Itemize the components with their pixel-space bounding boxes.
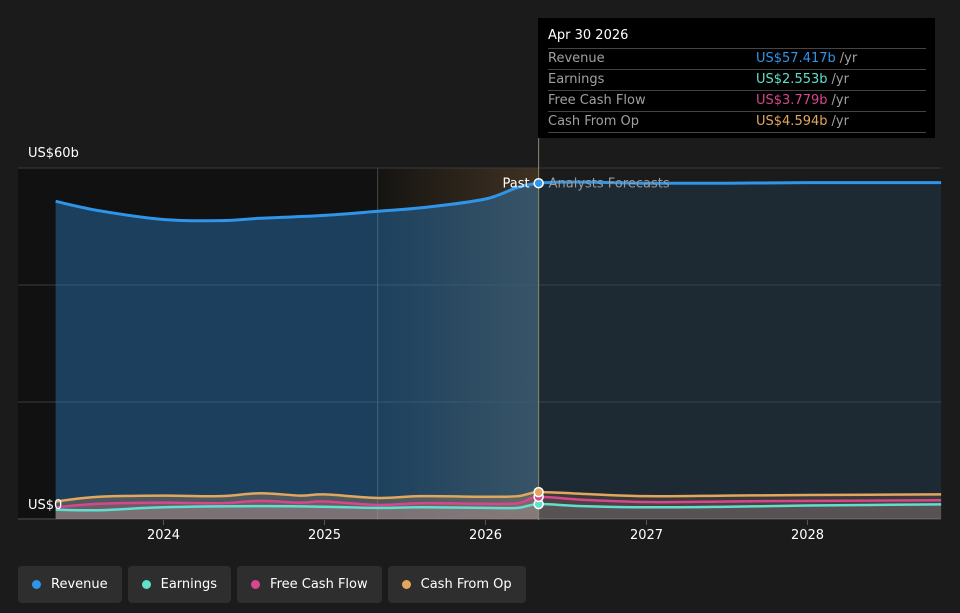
legend-item-revenue[interactable]: Revenue: [18, 566, 122, 603]
tooltip-unit: /yr: [831, 72, 849, 87]
tooltip-value: US$4.594b: [756, 114, 828, 129]
free-cash-flow-dot-icon: [251, 580, 261, 589]
x-tick-label: 2026: [469, 528, 502, 543]
recent-highlight: [377, 168, 539, 520]
x-tick-label: 2025: [308, 528, 341, 543]
tooltip-value: US$3.779b: [756, 93, 828, 108]
x-tick-label: 2028: [791, 528, 824, 543]
free-cash-flow-area-past: [55, 496, 539, 519]
gridlines: [18, 167, 941, 520]
tooltip-label: Cash From Op: [548, 114, 640, 129]
tooltip-label: Revenue: [548, 51, 605, 66]
earnings-dot-icon: [141, 580, 151, 589]
tooltip-label: Free Cash Flow: [548, 93, 646, 108]
legend-item-cash-from-op[interactable]: Cash From Op: [387, 566, 526, 603]
tooltip-value: US$2.553b: [756, 72, 828, 87]
legend: Revenue Earnings Free Cash Flow Cash Fro…: [18, 566, 526, 603]
x-tick-label: 2027: [630, 528, 663, 543]
series-areas: [55, 182, 942, 519]
legend-label: Free Cash Flow: [270, 577, 368, 592]
forecast-label: Analysts Forecasts: [549, 177, 670, 192]
cash-from-op-dot-icon: [401, 580, 411, 589]
legend-label: Cash From Op: [420, 577, 512, 592]
revenue-dot-icon: [32, 580, 41, 589]
legend-label: Earnings: [160, 577, 218, 592]
tooltip-unit: /yr: [831, 93, 849, 108]
legend-label: Revenue: [51, 577, 108, 592]
tooltip-value: US$57.417b: [756, 51, 836, 66]
revenue-line: [55, 180, 942, 223]
divider-markers: [533, 177, 544, 510]
tooltip-unit: /yr: [839, 51, 858, 66]
free-cash-flow-line: [55, 495, 942, 509]
revenue-area-past: [55, 183, 539, 519]
legend-item-free-cash-flow[interactable]: Free Cash Flow: [237, 566, 382, 603]
y-axis-bottom-label: US$0: [28, 498, 63, 513]
tooltip-label: Earnings: [548, 72, 605, 87]
tooltip-row-free-cash-flow: Free Cash Flow US$3.779b /yr: [548, 90, 926, 111]
earnings-line: [55, 502, 942, 512]
x-axis-ticks: 2024 2025 2026 2027 2028: [147, 520, 824, 543]
x-tick-label: 2024: [147, 528, 180, 543]
tooltip-date: Apr 30 2026: [548, 28, 629, 43]
legend-item-earnings[interactable]: Earnings: [127, 566, 232, 603]
cash-from-op-marker: [533, 486, 544, 498]
tooltip-row-earnings: Earnings US$2.553b /yr: [548, 69, 926, 90]
series-lines: [55, 180, 942, 512]
revenue-marker: [533, 177, 544, 189]
tooltip-unit: /yr: [831, 114, 849, 129]
revenue-area-forecast: [538, 182, 942, 519]
tooltip-row-cash-from-op: Cash From Op US$4.594b /yr: [548, 111, 926, 133]
cash-from-op-line: [55, 490, 942, 503]
tooltip: Apr 30 2026 Revenue US$57.417b /yr Earni…: [538, 18, 935, 138]
tooltip-row-revenue: Revenue US$57.417b /yr: [548, 48, 926, 69]
y-axis-top-label: US$60b: [28, 146, 79, 161]
past-label: Past: [503, 177, 530, 192]
